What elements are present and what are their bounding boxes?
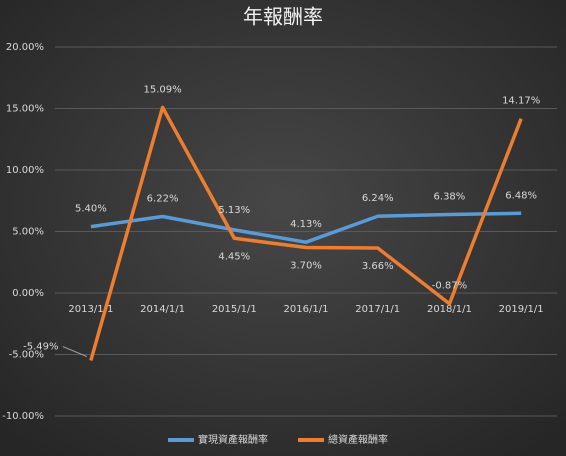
data-label: 4.45%	[218, 251, 250, 262]
x-tick-label: 2019/1/1	[499, 304, 544, 315]
x-tick-label: 2017/1/1	[355, 304, 400, 315]
y-tick-label: 20.00%	[6, 42, 44, 53]
data-label: -0.87%	[432, 281, 467, 292]
data-label: 5.40%	[75, 204, 107, 215]
x-tick-label: 2015/1/1	[212, 304, 257, 315]
y-tick-label: 5.00%	[12, 227, 44, 238]
data-label: -5.49%	[23, 342, 58, 353]
data-label: 3.70%	[290, 260, 322, 271]
x-tick-label: 2014/1/1	[140, 304, 185, 315]
leader-line	[62, 346, 88, 357]
data-label: 15.09%	[144, 84, 182, 95]
y-tick-label: 15.00%	[6, 104, 44, 115]
y-tick-label: 10.00%	[6, 165, 44, 176]
y-tick-label: 0.00%	[12, 288, 44, 299]
x-tick-label: 2018/1/1	[427, 304, 472, 315]
data-label: 14.17%	[502, 96, 540, 107]
data-label: 5.13%	[218, 205, 250, 216]
data-label: 6.48%	[505, 190, 537, 201]
x-tick-label: 2013/1/1	[68, 304, 113, 315]
y-tick-label: -10.00%	[2, 411, 44, 422]
chart-title: 年報酬率	[243, 5, 323, 29]
data-label: 6.22%	[147, 193, 179, 204]
data-label: 6.38%	[434, 192, 466, 203]
data-label: 6.24%	[362, 193, 394, 204]
data-label: 3.66%	[362, 261, 394, 272]
data-label: 4.13%	[290, 219, 322, 230]
legend-label: 實現資產報酬率	[198, 433, 268, 446]
series-line	[90, 211, 522, 244]
y-tick-label: -5.00%	[9, 350, 44, 361]
legend-label: 總資產報酬率	[328, 433, 388, 446]
x-tick-label: 2016/1/1	[284, 304, 329, 315]
series-line	[89, 105, 523, 362]
